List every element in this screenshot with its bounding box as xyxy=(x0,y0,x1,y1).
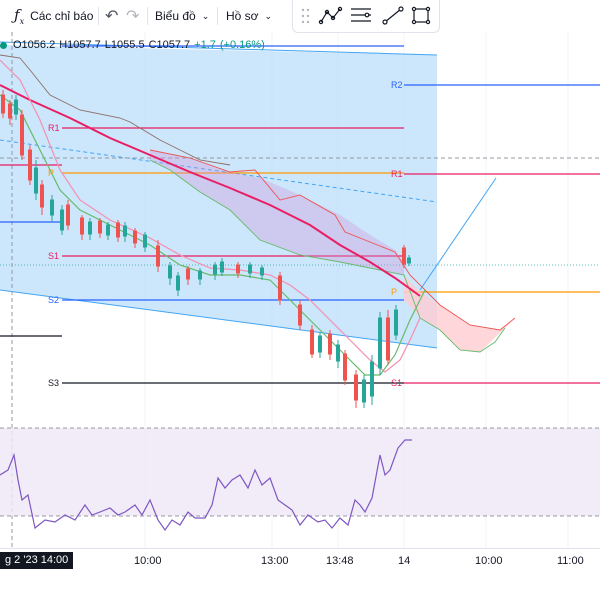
ma-mid xyxy=(0,94,426,376)
svg-text:S2: S2 xyxy=(48,295,59,305)
time-axis[interactable]: g 2 '23 14:00 10:00 13:00 13:48 14 10:00… xyxy=(0,548,600,573)
status-dot xyxy=(0,41,7,49)
ohlc-legend: O1056.2 H1057.7 L1055.5 C1057.7 +1.7 (+0… xyxy=(0,36,269,54)
rectangle-tool-icon[interactable] xyxy=(411,6,431,25)
indicators-button[interactable]: ƒx Các chỉ báo xyxy=(14,6,94,26)
rsi-pane[interactable] xyxy=(0,427,600,532)
svg-text:R1: R1 xyxy=(391,169,403,179)
svg-text:P: P xyxy=(48,168,54,178)
candles[interactable] xyxy=(1,90,411,408)
change-value: +1.7 xyxy=(194,39,216,51)
chart-menu-button[interactable]: Biểu đồ ⌄ xyxy=(155,9,210,23)
open-value: O1056.2 xyxy=(13,39,56,51)
close-value: C1057.7 xyxy=(148,39,191,51)
time-label: 13:00 xyxy=(261,555,289,567)
fib-tool-icon[interactable] xyxy=(351,8,371,22)
redo-icon[interactable]: ↷ xyxy=(126,8,140,25)
top-toolbar: ƒx Các chỉ báo ↶ ↷ Biểu đồ ⌄ Hồ sơ ⌄ xyxy=(0,0,600,33)
time-label: 13:48 xyxy=(326,555,354,567)
svg-text:R1: R1 xyxy=(48,123,60,133)
ma-slow xyxy=(0,84,421,297)
line-chart-tool-icon[interactable] xyxy=(318,6,343,25)
svg-text:P: P xyxy=(391,287,397,297)
time-label: 11:00 xyxy=(557,555,584,567)
change-percent: (+0.16%) xyxy=(219,39,265,51)
chevron-down-icon: ⌄ xyxy=(201,10,210,21)
drawing-toolbar xyxy=(292,0,440,33)
trend-line[interactable] xyxy=(419,177,497,291)
undo-icon[interactable]: ↶ xyxy=(105,8,119,25)
trend-line-tool-icon[interactable] xyxy=(382,6,404,25)
price-chart[interactable]: R2 R1 R1 P P S1 S1 S2 S3 xyxy=(0,0,600,548)
time-label: 10:00 xyxy=(134,555,162,567)
chevron-down-icon: ⌄ xyxy=(264,10,273,21)
ma-fast xyxy=(0,59,421,373)
high-value: H1057.7 xyxy=(59,39,101,51)
function-icon: ƒx xyxy=(14,6,25,26)
low-value: L1055.5 xyxy=(104,39,145,51)
svg-text:S1: S1 xyxy=(391,378,402,388)
pivot-labels: R2 R1 R1 P P S1 S1 S2 S3 xyxy=(48,80,403,388)
svg-text:R2: R2 xyxy=(391,80,403,90)
time-label: 10:00 xyxy=(475,555,503,567)
time-label: 14 xyxy=(398,555,411,567)
cloud-bear xyxy=(404,275,515,352)
svg-text:S1: S1 xyxy=(48,251,59,261)
rsi-line xyxy=(0,439,412,532)
regression-channel[interactable] xyxy=(0,45,437,348)
profile-menu-button[interactable]: Hồ sơ ⌄ xyxy=(226,9,273,23)
svg-text:S3: S3 xyxy=(48,378,59,388)
drag-handle-icon[interactable] xyxy=(301,8,310,24)
pivot-levels xyxy=(0,45,600,384)
time-crosshair-label: g 2 '23 14:00 xyxy=(0,552,74,569)
